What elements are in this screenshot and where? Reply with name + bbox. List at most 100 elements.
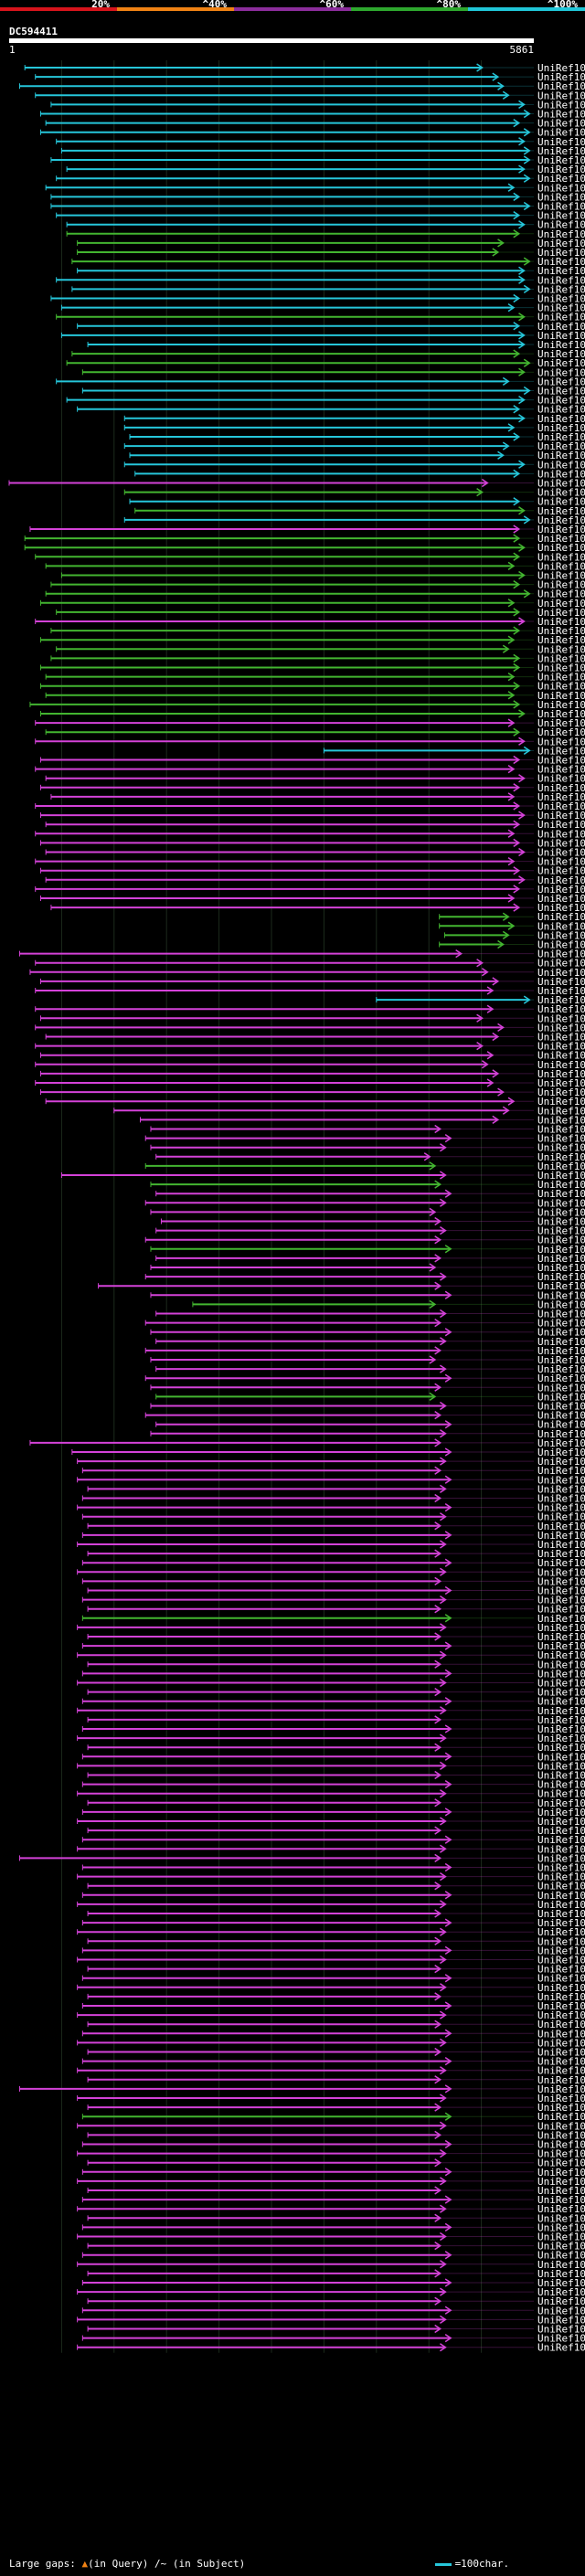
hit-label[interactable]: UniRef100_UP1000... (537, 2065, 585, 2077)
hit-label[interactable]: UniRef100_B7ZWZ6 (537, 468, 585, 480)
hit-label[interactable]: UniRef100_A5AIZ1 (537, 302, 585, 314)
hit-row[interactable]: UniRef100_C3D0R5 (81, 1751, 585, 1763)
hit-label[interactable]: UniRef100_B9I3T0 (537, 339, 585, 351)
hit-label[interactable]: UniRef100_C0SJ92 (537, 570, 585, 582)
hit-row[interactable]: UniRef100_Q6SM20 (87, 1881, 585, 1892)
hit-row[interactable]: UniRef100_B9SS94 (56, 136, 585, 148)
hit-label[interactable]: UniRef100_C7IWB6 (537, 228, 585, 240)
hit-row[interactable]: UniRef100_A4Y5K5 (81, 2139, 585, 2151)
hit-row[interactable]: UniRef100_B9GC28 (45, 118, 585, 130)
hit-label[interactable]: UniRef100_Q8G740 (537, 1299, 585, 1310)
hit-label[interactable]: UniRef100_Q54F39 (537, 1373, 585, 1384)
hit-label[interactable]: UniRef100_D0DSO0 (537, 1253, 585, 1265)
hit-row[interactable]: UniRef100_A6VS89 (81, 1890, 585, 1902)
hit-row[interactable]: UniRef100_A3GHZ9 (35, 1059, 585, 1071)
hit-row[interactable]: UniRef100_Q0CTP5 (39, 782, 585, 794)
hit-row[interactable]: UniRef100_A5E057 (45, 1032, 585, 1044)
hit-row[interactable]: UniRef100_B6U1W0 (77, 247, 585, 259)
hit-label[interactable]: UniRef100_A5C7S9 (537, 357, 585, 369)
hit-row[interactable]: UniRef100_Q6B4B6 (77, 1539, 585, 1551)
hit-row[interactable]: UniRef100_B6SGQ4 (66, 164, 585, 175)
hit-label[interactable]: UniRef100_B9SPU3 (537, 62, 585, 74)
hit-row[interactable]: UniRef100_B4D4E0 (155, 1419, 585, 1431)
hit-row[interactable]: UniRef100_A2VJT0 (87, 2185, 585, 2197)
hit-row[interactable]: UniRef100_C7IWB6 (66, 228, 585, 240)
hit-label[interactable]: UniRef100_C4VDH0 (537, 1161, 585, 1172)
hit-label[interactable]: UniRef100_Q1GHM5 (537, 2314, 585, 2326)
hit-row[interactable]: UniRef100_Q0DJQ5 (56, 173, 585, 185)
hit-row[interactable]: UniRef100_A3XE54 (60, 1170, 585, 1182)
hit-row[interactable]: UniRef100_C7Z1U4 (35, 736, 585, 747)
hit-label[interactable]: UniRef100_Q53JN8 (537, 191, 585, 203)
hit-row[interactable]: UniRef100_B7W0S1 (77, 2037, 585, 2049)
hit-row[interactable]: UniRef100_Q0U7R8 (45, 847, 585, 859)
hit-label[interactable]: UniRef100_C7YPB1 (537, 791, 585, 803)
hit-row[interactable]: UniRef100_C5TC40 (81, 2333, 585, 2345)
hit-row[interactable]: UniRef100_A6W3F4 (144, 1410, 585, 1422)
hit-label[interactable]: UniRef100_C3KH57 (537, 1668, 585, 1680)
hit-label[interactable]: UniRef100_A3XE54 (537, 1170, 585, 1182)
hit-label[interactable]: UniRef100_B7GRE0 (537, 1687, 585, 1699)
hit-row[interactable]: UniRef100_Q1YYF0 (150, 1262, 585, 1274)
hit-label[interactable]: UniRef100_B9GC28 (537, 118, 585, 130)
hit-label[interactable]: UniRef100_B2WLF4 (537, 800, 585, 812)
hit-row[interactable]: UniRef100_B81XK7 (150, 1124, 585, 1136)
hit-label[interactable]: UniRef100_B2DZX0 (537, 1354, 585, 1366)
hit-label[interactable]: UniRef100_A1KHW7 (537, 1336, 585, 1348)
hit-label[interactable]: UniRef100_Q0P1S3 (537, 2074, 585, 2086)
hit-label[interactable]: UniRef100_C4YSD6 (537, 1087, 585, 1098)
hit-row[interactable]: UniRef100_A1WR00 (87, 1964, 585, 1976)
hit-row[interactable]: UniRef100_B8TUN2 (77, 1474, 585, 1486)
hit-label[interactable]: UniRef100_Q5LRC8 (537, 1733, 585, 1744)
hit-row[interactable]: UniRef100_A9PD70 (56, 312, 585, 323)
hit-row[interactable]: UniRef100_A4ABI1 (150, 1244, 585, 1256)
hit-label[interactable]: UniRef100_Q2UN73 (537, 893, 585, 905)
hit-row[interactable]: UniRef100_UP1000... (66, 219, 585, 231)
hit-label[interactable]: UniRef100_Q9K617 (537, 1955, 585, 1966)
hit-row[interactable]: UniRef100_D0CNV0 (87, 2241, 585, 2253)
hit-row[interactable]: UniRef100_Q6CY63 (39, 976, 585, 988)
hit-label[interactable]: UniRef100_B1VAK2 (537, 2259, 585, 2271)
hit-row[interactable]: UniRef100_B6BYN2 (87, 1770, 585, 1782)
hit-label[interactable]: UniRef100_Q9YFN6 (537, 2342, 585, 2354)
hit-row[interactable]: UniRef100_B3N9E2 (144, 1197, 585, 1209)
hit-label[interactable]: UniRef100_C3FF36 (537, 1834, 585, 1846)
hit-label[interactable]: UniRef100_B9FMY3 (537, 431, 585, 443)
hit-row[interactable]: UniRef100_Q9FII6 (155, 1225, 585, 1237)
hit-row[interactable]: UniRef100_A3SY60 (87, 1797, 585, 1809)
hit-label[interactable]: UniRef100_A0TRM1 (537, 1899, 585, 1911)
hit-row[interactable]: UniRef100_B1RLZ9 (77, 1982, 585, 1994)
hit-row[interactable]: UniRef100_A5AIZ1 (60, 302, 585, 314)
hit-row[interactable]: UniRef100_A4YJ24 (81, 2028, 585, 2040)
hit-row[interactable]: UniRef100_B1VAK2 (77, 2259, 585, 2271)
hit-row[interactable]: UniRef100_Q2P4Z0 (87, 2268, 585, 2280)
hit-row[interactable]: UniRef100_B6JEH5 (87, 2324, 585, 2336)
hit-label[interactable]: UniRef100_A0SPQ0 (537, 819, 585, 831)
hit-row[interactable]: UniRef100_A3XZS5 (77, 1816, 585, 1828)
hit-row[interactable]: UniRef100_Q1YNB0 (81, 1575, 585, 1587)
hit-row[interactable]: UniRef100_A7HWR7 (87, 1825, 585, 1837)
hit-row[interactable]: UniRef100_C4Y938 (35, 985, 585, 997)
hit-label[interactable]: UniRef100_Q3JY14 (537, 2203, 585, 2215)
hit-label[interactable]: UniRef100_UP1000... (537, 1114, 585, 1126)
hit-row[interactable]: UniRef100_Q4PDX7 (35, 828, 585, 840)
hit-row[interactable]: UniRef100_Q0WLC7 (81, 1511, 585, 1523)
hit-label[interactable]: UniRef100_Q61YC9 (537, 1908, 585, 1920)
hit-row[interactable]: UniRef100_Q2GPY3 (50, 625, 585, 637)
hit-row[interactable]: UniRef100_C3FF36 (81, 1834, 585, 1846)
hit-row[interactable]: UniRef100_C5MBS1 (39, 1050, 585, 1062)
hit-label[interactable]: UniRef100_Q0FXM3 (537, 1659, 585, 1670)
hit-row[interactable]: UniRef100_C0GCZ1 (81, 2167, 585, 2178)
hit-label[interactable]: UniRef100_B6HIS4 (537, 690, 585, 702)
hit-label[interactable]: UniRef100_UP1000... (537, 1318, 585, 1330)
hit-label[interactable]: UniRef100_C4JJ24 (537, 708, 585, 720)
hit-row[interactable]: UniRef100_C5X3L3 (123, 514, 585, 526)
hit-label[interactable]: UniRef100_B7GX04 (537, 1622, 585, 1634)
hit-label[interactable]: UniRef100_Q2W8J9 (537, 939, 585, 951)
hit-row[interactable]: UniRef100_UP1000... (144, 1318, 585, 1330)
hit-label[interactable]: UniRef100_B1ZWI1 (537, 1391, 585, 1403)
hit-row[interactable]: UniRef100_A9GG34 (81, 1862, 585, 1874)
hit-row[interactable]: UniRef100_D0DSO0 (155, 1253, 585, 1265)
hit-row[interactable]: UniRef100_C5SD19 (39, 634, 585, 646)
hit-label[interactable]: UniRef100_B9SS94 (537, 136, 585, 148)
